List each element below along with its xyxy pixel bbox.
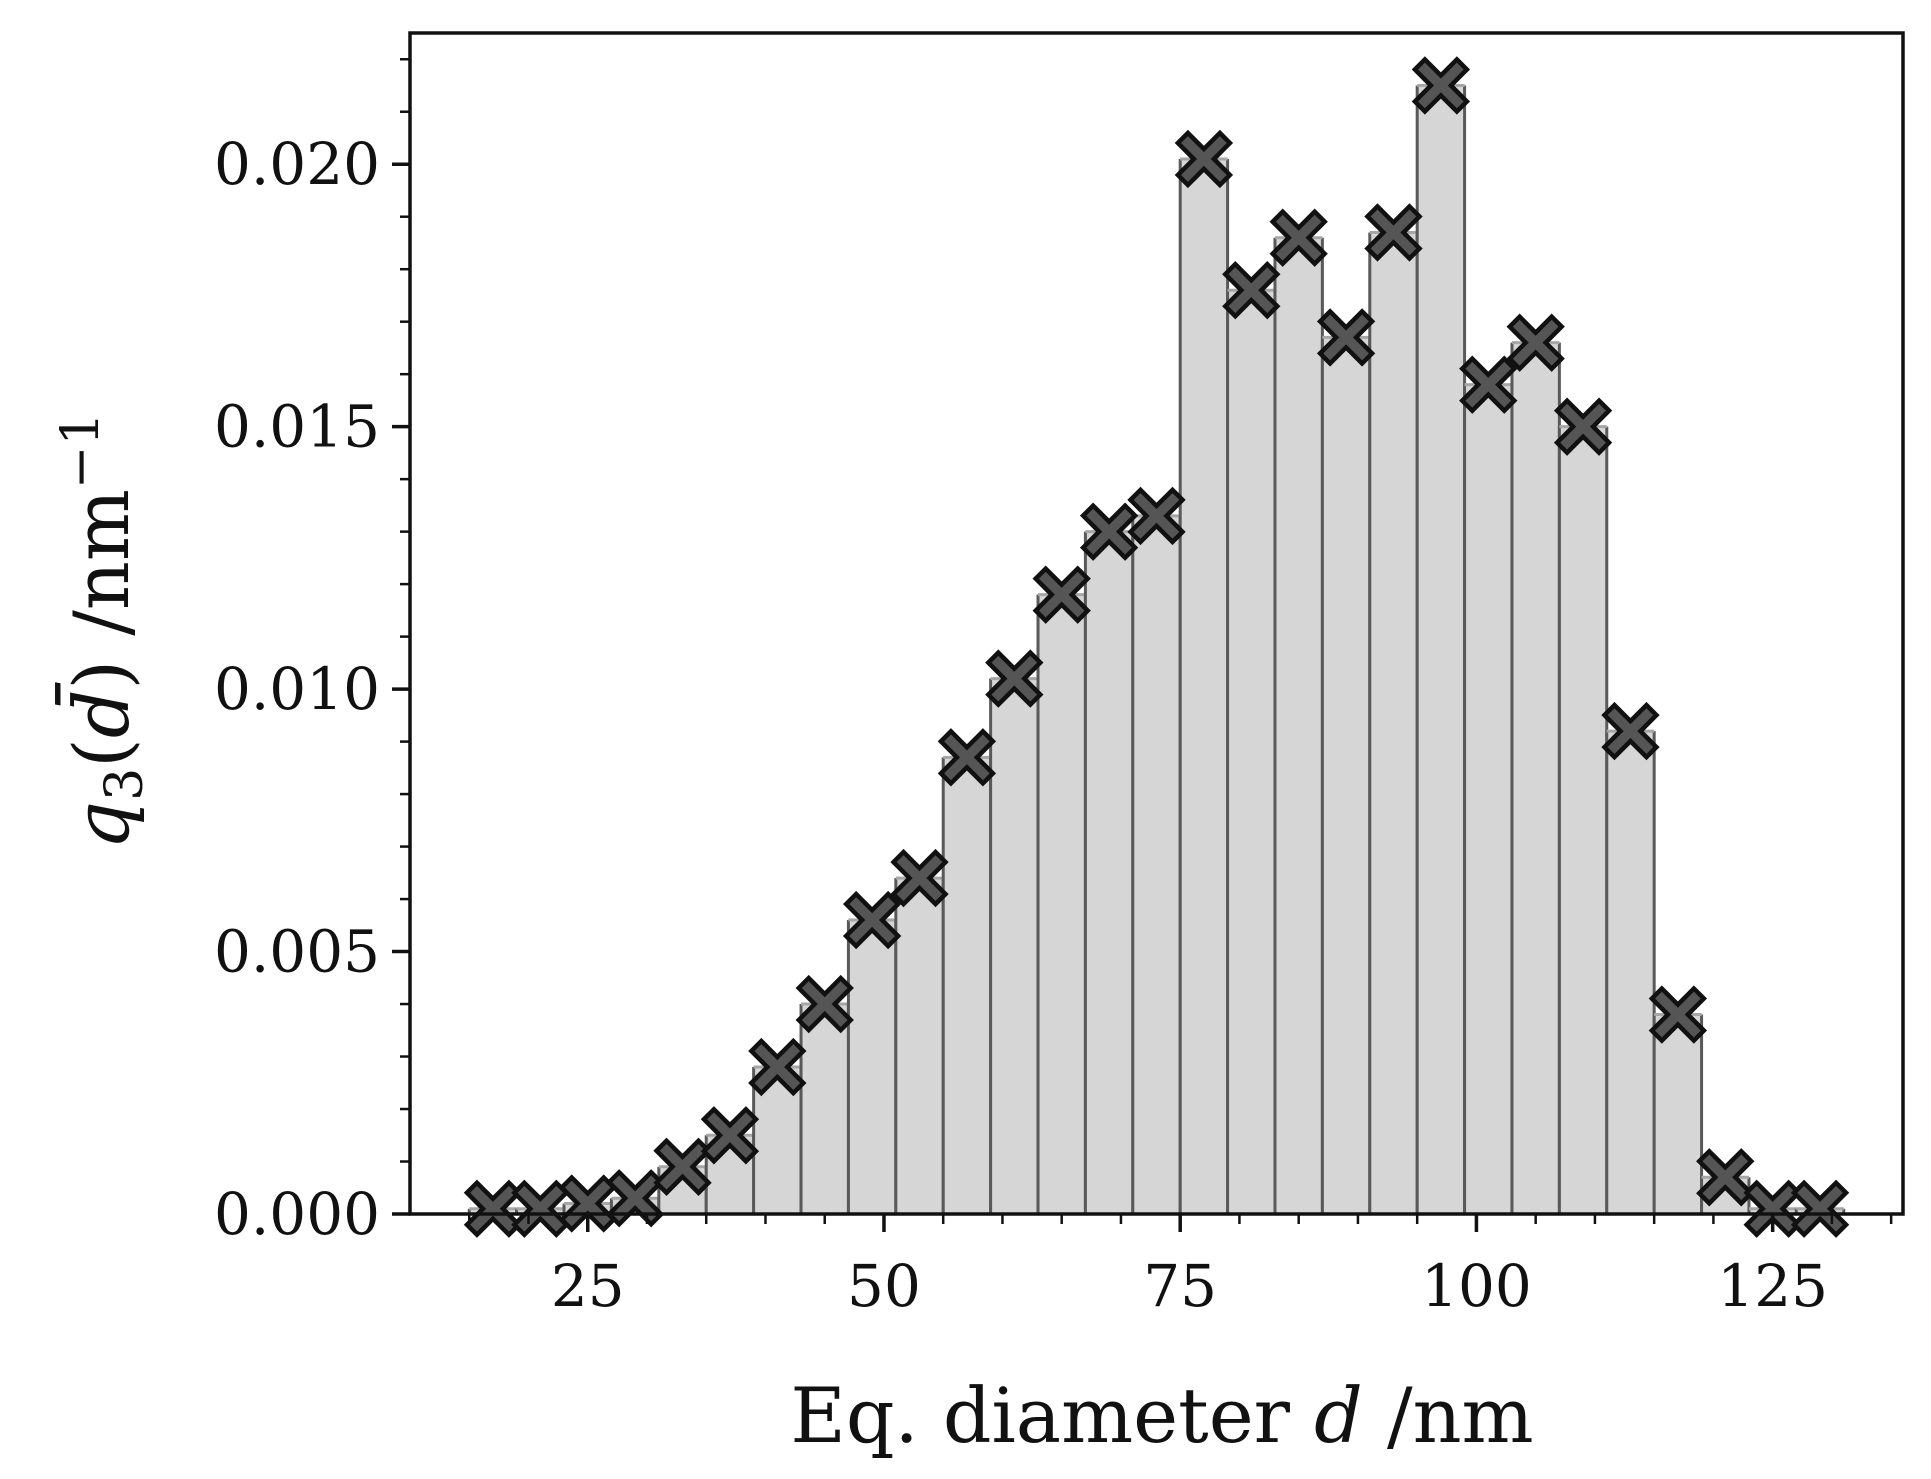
data-point-marker [1648, 985, 1708, 1044]
x-axis-title: Eq. diameter d /nm [790, 1371, 1533, 1460]
data-point-marker [653, 1137, 712, 1196]
data-point-marker [985, 649, 1044, 708]
histogram-bar [895, 878, 944, 1214]
histogram-bar [801, 1004, 849, 1214]
data-point-marker [890, 848, 949, 908]
plot-frame [408, 31, 1905, 1216]
y-tick-label: 0.015 [214, 393, 380, 461]
x-tick-label: 75 [1143, 1252, 1217, 1320]
histogram-bar [1369, 232, 1418, 1215]
histogram-bar [1132, 515, 1181, 1214]
y-tick-label: 0.020 [214, 130, 380, 198]
histogram-bar [1038, 594, 1086, 1214]
histogram-bar [990, 678, 1039, 1214]
y-tick-label: 0.000 [214, 1180, 380, 1248]
histogram-bar [1606, 731, 1655, 1214]
histogram-bar [1654, 1014, 1702, 1214]
data-point-marker [1316, 308, 1376, 367]
data-point-marker [700, 1106, 760, 1165]
data-point-marker [1506, 313, 1565, 372]
histogram-bar [1322, 337, 1370, 1214]
ticks-layer: 25 50 75 100 125 0.000 0.005 0.010 0.015 0.020 [214, 57, 1893, 1320]
histogram-bar [1464, 384, 1512, 1215]
markers-layer [463, 56, 1850, 1238]
data-point-marker [748, 1037, 807, 1097]
histogram-bar [1417, 85, 1465, 1214]
x-tick-label: 100 [1421, 1252, 1532, 1320]
x-tick-label: 125 [1717, 1252, 1828, 1320]
data-point-marker [1032, 565, 1091, 624]
data-point-marker [1459, 355, 1518, 414]
histogram-bar [943, 757, 991, 1214]
data-point-marker [842, 890, 902, 950]
bars-layer [467, 83, 1846, 1215]
data-point-marker [1411, 56, 1471, 115]
data-point-marker [1553, 397, 1613, 456]
histogram-bar [1180, 158, 1228, 1214]
x-tick-label: 25 [551, 1252, 625, 1320]
data-point-marker [1269, 208, 1328, 267]
data-point-marker [1127, 486, 1186, 546]
data-point-marker [937, 728, 997, 787]
histogram-bar [1511, 342, 1560, 1214]
y-axis-title: q3(d̄) /nm−1 [51, 412, 155, 849]
x-tick-label: 50 [847, 1252, 921, 1320]
data-point-marker [1601, 701, 1660, 761]
data-point-marker [795, 974, 854, 1034]
data-point-marker [1079, 502, 1139, 561]
y-tick-label: 0.010 [214, 655, 380, 723]
histogram-bar [1085, 531, 1133, 1214]
data-point-marker [1222, 261, 1281, 320]
histogram-bar [1227, 290, 1275, 1214]
histogram-bar [1559, 426, 1607, 1215]
histogram-bar [848, 920, 896, 1214]
histogram-bar [1274, 237, 1323, 1214]
data-point-marker [1174, 129, 1234, 189]
data-point-marker [1364, 203, 1423, 262]
y-tick-label: 0.005 [214, 918, 380, 986]
